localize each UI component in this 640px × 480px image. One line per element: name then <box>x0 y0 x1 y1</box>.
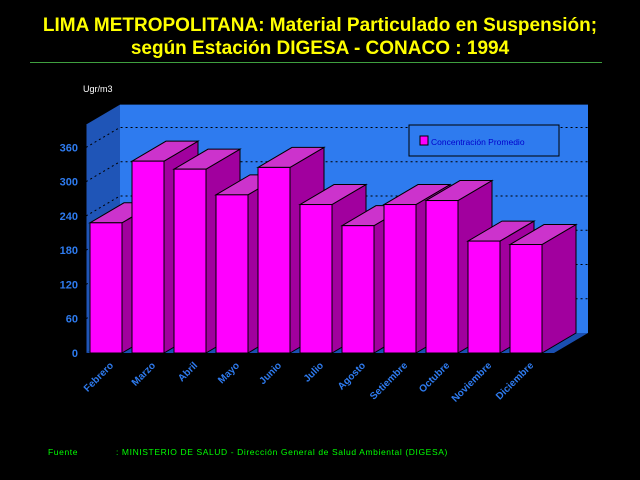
bar <box>341 225 375 354</box>
legend-box <box>408 124 560 157</box>
chart-title: LIMA METROPOLITANA: Material Particulado… <box>0 14 640 60</box>
bar-diciembre <box>508 223 578 354</box>
bar <box>383 204 417 354</box>
bar-side <box>541 223 577 354</box>
y-tick-label: 180 <box>60 245 78 257</box>
bar <box>131 160 165 354</box>
y-tick-label: 60 <box>66 314 78 326</box>
gridline <box>85 161 588 183</box>
bar <box>257 166 291 354</box>
bar <box>299 204 333 354</box>
bar <box>509 244 543 354</box>
legend: Concentración Promedio <box>408 124 560 157</box>
x-tick-label: Diciembre <box>494 360 536 402</box>
x-tick-label: Julio <box>302 360 326 384</box>
source-text: : MINISTERIO DE SALUD - Dirección Genera… <box>116 447 448 457</box>
x-tick-label: Noviembre <box>450 360 495 405</box>
y-tick-label: 120 <box>60 279 78 291</box>
legend-swatch <box>419 135 429 146</box>
x-tick-label: Marzo <box>130 360 158 388</box>
bar <box>467 240 501 354</box>
y-tick-label: 300 <box>60 177 78 189</box>
x-tick-label: Abril <box>176 360 200 384</box>
title-divider <box>30 62 602 63</box>
x-tick-label: Febrero <box>82 360 116 394</box>
chart-title-line2: según Estación DIGESA - CONACO : 1994 <box>130 38 510 59</box>
x-tick-label: Agosto <box>336 360 368 392</box>
x-tick-label: Mayo <box>216 360 242 386</box>
y-tick-label: 0 <box>72 348 78 360</box>
x-tick-label: Octubre <box>417 360 452 395</box>
bar <box>215 194 249 354</box>
chart-title-line1: LIMA METROPOLITANA: Material Particulado… <box>42 15 598 36</box>
x-tick-label: Setiembre <box>368 360 410 402</box>
y-axis-label: Ugr/m3 <box>83 84 113 94</box>
bar <box>173 168 207 354</box>
x-tick-label: Junio <box>257 360 284 387</box>
bar <box>425 200 459 354</box>
bar <box>89 222 123 354</box>
legend-label: Concentración Promedio <box>431 137 525 147</box>
source-label: Fuente <box>48 447 79 457</box>
source-note: Fuente : MINISTERIO DE SALUD - Dirección… <box>48 447 447 457</box>
y-tick-label: 240 <box>60 211 78 223</box>
y-tick-label: 360 <box>60 142 78 154</box>
